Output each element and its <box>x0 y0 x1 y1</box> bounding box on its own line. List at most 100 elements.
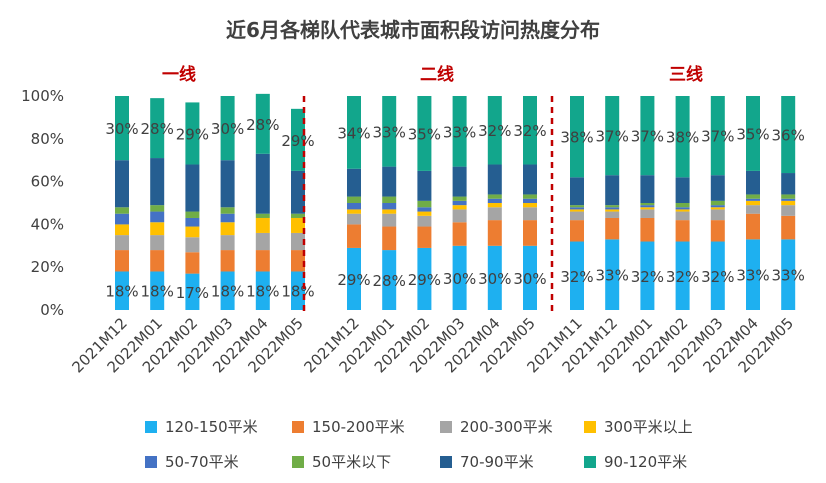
legend-swatch <box>292 420 304 433</box>
data-label: 38% <box>560 129 593 147</box>
bar-segment <box>347 247 361 310</box>
legend-item-50-70: 50-70平米 <box>145 451 239 472</box>
legend-item-120-150: 120-150平米 <box>145 416 258 437</box>
bar-segment <box>220 271 235 310</box>
bar-segment <box>150 222 165 236</box>
data-label: 32% <box>478 122 511 140</box>
legend-label: 150-200平米 <box>312 418 405 436</box>
bar-segment <box>347 196 361 203</box>
bar-segment <box>746 205 760 214</box>
bar-segment <box>523 207 537 221</box>
legend-label: 200-300平米 <box>460 418 553 436</box>
bar-segment <box>220 207 235 214</box>
bar-segment <box>710 209 725 221</box>
bar-segment <box>115 250 129 272</box>
bar-segment <box>781 239 796 310</box>
bar-segment <box>452 196 467 201</box>
bar-segment <box>605 207 620 210</box>
bar-segment <box>675 209 690 212</box>
legend-swatch <box>145 455 157 468</box>
bar-segment <box>255 232 270 251</box>
bar-segment <box>255 153 270 214</box>
bar-segment <box>115 213 129 225</box>
y-tick-label: 100% <box>21 87 64 105</box>
bar-segment <box>115 160 129 208</box>
data-label: 18% <box>211 283 244 301</box>
bar-segment <box>150 235 165 251</box>
bar-segment <box>746 198 760 201</box>
bar-segment <box>781 205 796 216</box>
data-label: 29% <box>408 271 441 289</box>
bar-segment <box>746 170 760 195</box>
bar-segment <box>115 235 129 251</box>
bar-segment <box>487 198 502 203</box>
bar-segment <box>570 207 584 210</box>
bar-segment <box>347 224 361 248</box>
legend-item-70-90: 70-90平米 <box>440 451 534 472</box>
legend-swatch <box>145 420 157 433</box>
bar-segment <box>382 209 397 214</box>
bar-segment <box>185 273 200 310</box>
data-label: 17% <box>176 284 209 302</box>
legend-swatch <box>292 455 304 468</box>
bar-segment <box>452 200 467 206</box>
data-label: 30% <box>513 270 546 288</box>
bar-segment <box>675 207 690 210</box>
bar-segment <box>640 175 655 203</box>
data-label: 28% <box>373 272 406 290</box>
legend-item-150-200: 150-200平米 <box>292 416 405 437</box>
bar-segment <box>452 222 467 246</box>
data-label: 30% <box>105 120 138 138</box>
bar-segment <box>487 203 502 208</box>
bar-segment <box>382 203 397 210</box>
bar-segment <box>185 226 200 238</box>
chart-title: 近6月各梯队代表城市面积段访问热度分布 <box>226 18 600 42</box>
data-label: 30% <box>478 270 511 288</box>
bar-segment <box>605 209 620 212</box>
bar-segment <box>570 241 584 310</box>
data-label: 32% <box>666 268 699 286</box>
bar-segment <box>605 175 620 206</box>
bar-segment <box>640 203 655 206</box>
bar-segment <box>570 96 584 178</box>
bar-segment <box>605 205 620 208</box>
bar-segment <box>675 177 690 203</box>
legend-label: 300平米以上 <box>604 418 693 436</box>
bar-segment <box>523 220 537 246</box>
bar-segment <box>185 252 200 274</box>
bar-segment <box>675 220 690 242</box>
bar-segment <box>347 213 361 225</box>
bar-segment <box>291 232 305 251</box>
bar-segment <box>220 250 235 272</box>
data-label: 18% <box>246 283 279 301</box>
bar-segment <box>487 245 502 310</box>
bar-segment <box>710 207 725 210</box>
bar-segment <box>115 224 129 236</box>
bar-segment <box>185 237 200 253</box>
data-label: 30% <box>211 120 244 138</box>
bar-segment <box>347 168 361 197</box>
bar-segment <box>417 215 432 227</box>
y-tick-label: 40% <box>31 215 64 233</box>
bar-segment <box>675 241 690 310</box>
bar-segment <box>150 271 165 310</box>
bar-segment <box>185 102 200 165</box>
bar-segment <box>781 194 796 199</box>
bar-segment <box>781 96 796 174</box>
bar-segment <box>291 213 305 218</box>
bar-segment <box>150 98 165 159</box>
bar-segment <box>255 213 270 218</box>
bar-segment <box>382 250 397 310</box>
bar-segment <box>523 194 537 199</box>
bar-segment <box>746 96 760 171</box>
legend-label: 50-70平米 <box>165 453 239 471</box>
bar-segment <box>185 164 200 212</box>
bar-segment <box>291 170 305 214</box>
bar-segment <box>220 96 235 161</box>
bar-segment <box>570 211 584 221</box>
y-tick-label: 20% <box>31 258 64 276</box>
bar-segment <box>185 211 200 218</box>
bar-segment <box>255 271 270 310</box>
bar-segment <box>746 213 760 240</box>
